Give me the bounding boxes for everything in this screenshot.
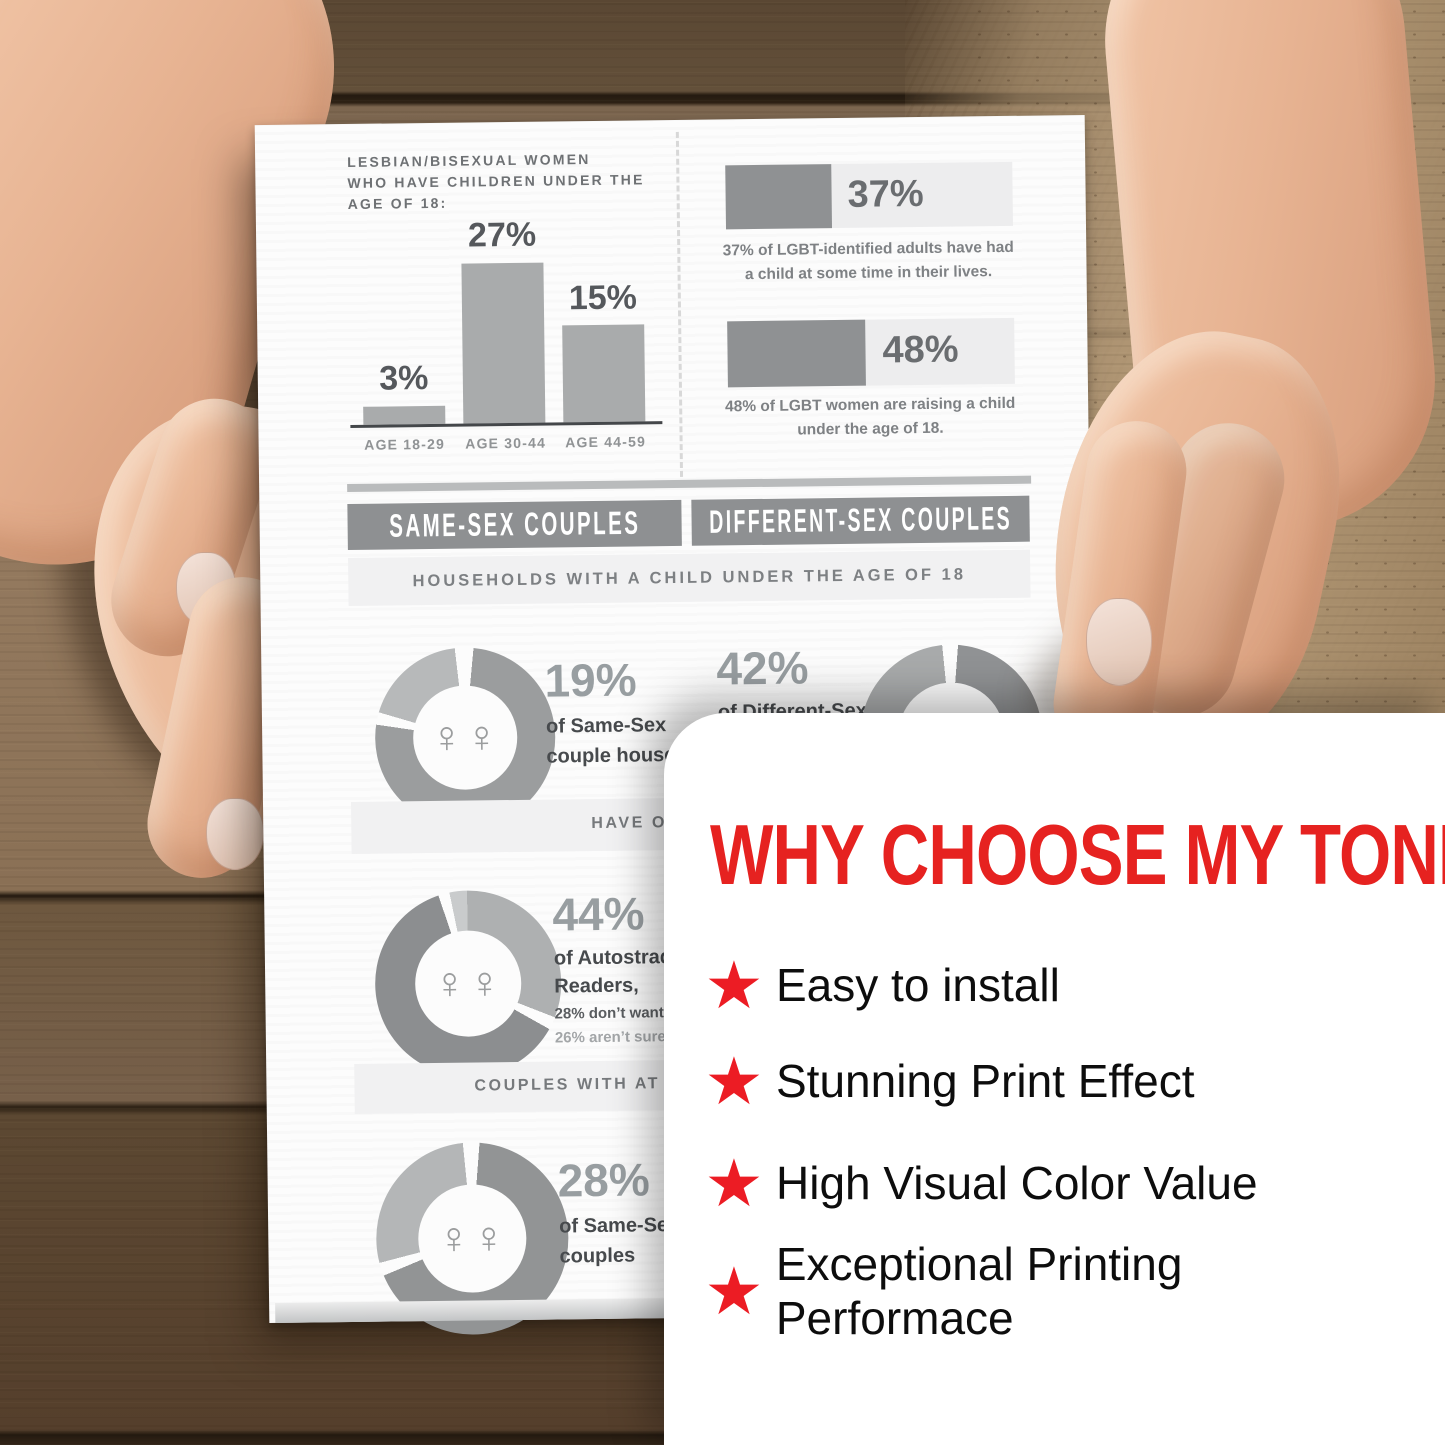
- stat-caption: 48% of LGBT women are raising a child un…: [724, 394, 1016, 439]
- left-middle-fingernail: [206, 798, 264, 870]
- header-same-sex-couples: SAME-SEX COUPLES: [347, 499, 682, 551]
- star-icon: ★: [704, 1146, 764, 1220]
- donut-19-value: 19%: [544, 653, 637, 707]
- donut-19-line1: of Same-Sex: [545, 714, 667, 738]
- bar-age-18-29: [363, 405, 446, 425]
- age-chart-title-line3: AGE OF 18:: [347, 194, 448, 212]
- band-households-label: HOUSEHOLDS WITH A CHILD UNDER THE AGE OF…: [412, 564, 967, 590]
- donut-hole: ♀♀: [417, 1183, 527, 1294]
- star-icon: ★: [704, 948, 764, 1022]
- donut-42-value: 42%: [716, 641, 809, 695]
- star-icon: ★: [704, 1254, 764, 1328]
- age-chart-title-line2: WHO HAVE CHILDREN UNDER THE: [347, 171, 645, 191]
- bar-age-44-59: [562, 324, 646, 423]
- stat-fill: [725, 164, 833, 230]
- stat-fill: [727, 319, 866, 388]
- promo-bullet-text: Exceptional Printing Performace: [775, 1238, 1183, 1344]
- female-female-icon: ♀♀: [429, 712, 501, 763]
- x-tick-label: AGE 44-59: [565, 433, 647, 451]
- donut-44-line2: Readers,: [554, 974, 639, 998]
- x-tick-label: AGE 30-44: [465, 434, 547, 452]
- promo-bullet-row: ★ Exceptional Printing Performace: [692, 1238, 1432, 1344]
- right-index-fingernail: [1086, 598, 1152, 686]
- female-female-icon: ♀♀: [432, 958, 504, 1008]
- donut-44-value: 44%: [552, 887, 645, 941]
- header-label: DIFFERENT-SEX COUPLES: [709, 500, 1013, 541]
- promo-bullet-text: High Visual Color Value: [776, 1157, 1258, 1209]
- promo-bullet-text: Stunning Print Effect: [776, 1055, 1195, 1107]
- promo-bullet-text: Easy to install: [776, 959, 1060, 1011]
- bar-value-label: 3%: [379, 359, 429, 398]
- age-chart-title: LESBIAN/BISEXUAL WOMEN WHO HAVE CHILDREN…: [347, 148, 688, 215]
- stat-value: 37%: [847, 172, 924, 216]
- stat-value: 48%: [882, 328, 959, 372]
- promo-bullet-row: ★ Stunning Print Effect: [692, 1043, 1432, 1119]
- x-tick-label: AGE 18-29: [364, 435, 446, 453]
- promo-bullet-row: ★ Easy to install: [692, 947, 1432, 1023]
- donut-hole: ♀♀: [412, 684, 518, 791]
- header-different-sex-couples: DIFFERENT-SEX COUPLES: [691, 495, 1030, 546]
- donut-28-line1: of Same-Sex: [559, 1214, 680, 1238]
- donut-28-value: 28%: [557, 1153, 651, 1207]
- promo-card-title: WHY CHOOSE MY TONER: [710, 806, 1445, 903]
- band-households: HOUSEHOLDS WITH A CHILD UNDER THE AGE OF…: [348, 549, 1031, 607]
- stat-caption: 37% of LGBT-identified adults have had a…: [722, 238, 1014, 284]
- promo-card: WHY CHOOSE MY TONER ★ Easy to install ★ …: [664, 713, 1445, 1445]
- bar-age-30-44: [461, 262, 546, 424]
- bar-value-label: 15%: [568, 278, 638, 318]
- bar-value-label: 27%: [467, 215, 537, 255]
- donut-28-line2: couples: [559, 1244, 636, 1268]
- header-label: SAME-SEX COUPLES: [388, 504, 641, 545]
- female-female-icon: ♀♀: [437, 1213, 508, 1263]
- promo-bullet-row: ★ High Visual Color Value: [692, 1145, 1432, 1221]
- star-icon: ★: [704, 1044, 764, 1118]
- donut-hole: ♀♀: [414, 929, 522, 1038]
